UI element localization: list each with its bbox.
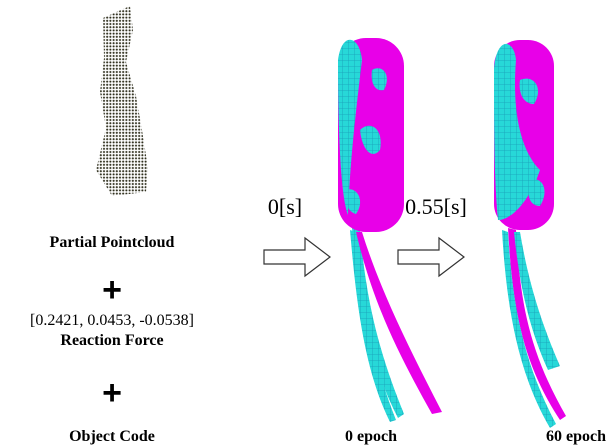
plus: +: [102, 374, 122, 412]
figure: Partial Pointcloud + [0.2421, 0.0453, -0…: [0, 0, 613, 447]
time-label: 0[s]: [268, 194, 302, 219]
arrow: [398, 238, 464, 276]
mesh-result: [494, 40, 566, 428]
pointcloud: [96, 6, 148, 196]
force-vector: [0.2421, 0.0453, -0.0538]: [30, 312, 194, 329]
force-label: Reaction Force: [60, 332, 163, 349]
plus: +: [102, 271, 122, 309]
input-label: Partial Pointcloud: [50, 234, 175, 251]
code-label: Object Code: [69, 428, 155, 445]
step-caption: 60 epoch: [546, 428, 606, 445]
arrow: [264, 238, 330, 276]
page: Partial Pointcloud + [0.2421, 0.0453, -0…: [0, 0, 613, 447]
time-label: 0.55[s]: [405, 194, 467, 219]
step-caption: 0 epoch: [345, 428, 397, 445]
mesh-result: [338, 38, 442, 422]
